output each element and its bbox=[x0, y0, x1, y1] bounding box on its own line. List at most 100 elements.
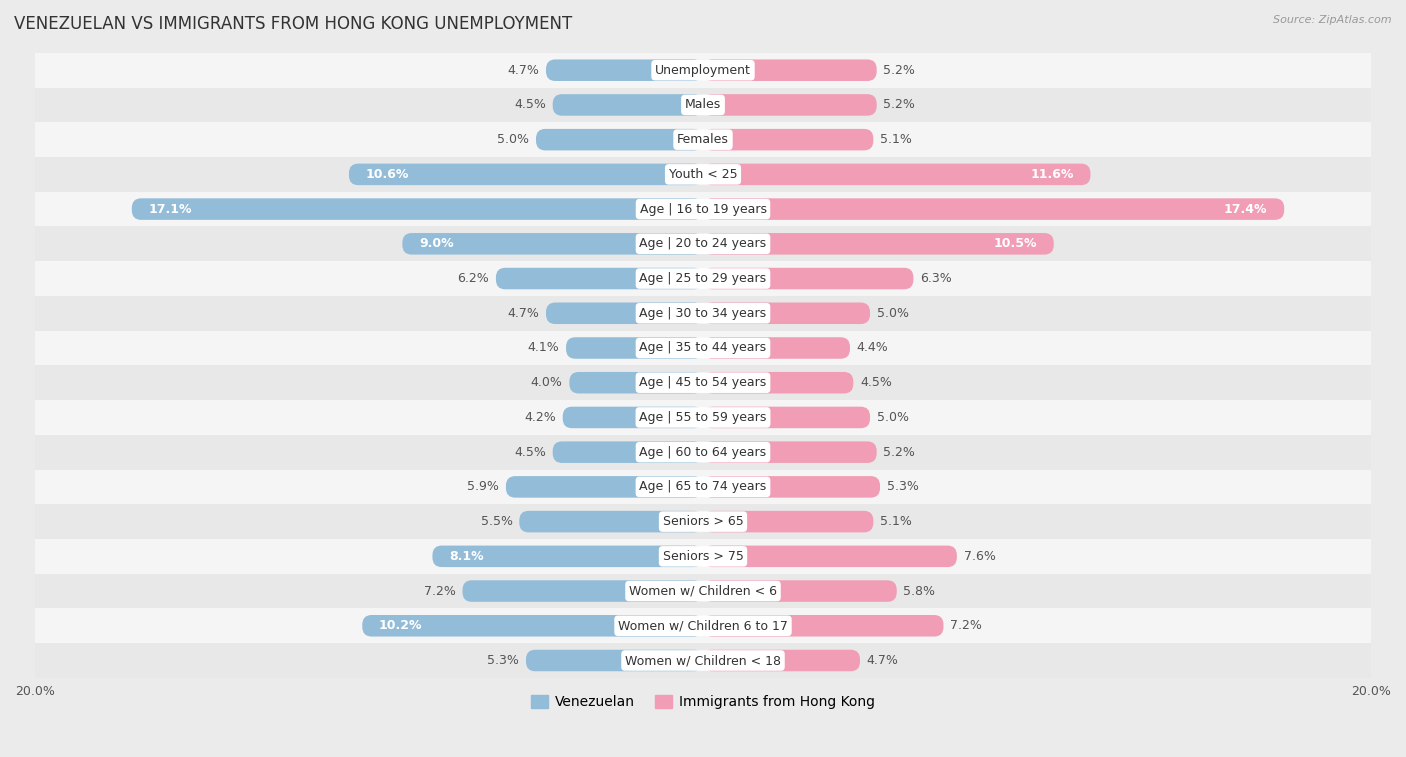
FancyBboxPatch shape bbox=[546, 303, 703, 324]
FancyBboxPatch shape bbox=[703, 233, 1053, 254]
Bar bbox=[35, 261, 1371, 296]
Text: 8.1%: 8.1% bbox=[449, 550, 484, 563]
Text: 4.1%: 4.1% bbox=[527, 341, 560, 354]
Text: 9.0%: 9.0% bbox=[419, 238, 454, 251]
Bar bbox=[35, 539, 1371, 574]
FancyBboxPatch shape bbox=[546, 60, 703, 81]
Text: Seniors > 65: Seniors > 65 bbox=[662, 515, 744, 528]
Bar bbox=[35, 157, 1371, 192]
Bar bbox=[35, 643, 1371, 678]
FancyBboxPatch shape bbox=[703, 615, 943, 637]
FancyBboxPatch shape bbox=[496, 268, 703, 289]
FancyBboxPatch shape bbox=[433, 546, 703, 567]
Text: 5.2%: 5.2% bbox=[883, 446, 915, 459]
Text: 5.5%: 5.5% bbox=[481, 515, 513, 528]
Text: VENEZUELAN VS IMMIGRANTS FROM HONG KONG UNEMPLOYMENT: VENEZUELAN VS IMMIGRANTS FROM HONG KONG … bbox=[14, 15, 572, 33]
Text: 7.2%: 7.2% bbox=[950, 619, 981, 632]
FancyBboxPatch shape bbox=[553, 441, 703, 463]
Text: 7.2%: 7.2% bbox=[425, 584, 456, 597]
FancyBboxPatch shape bbox=[536, 129, 703, 151]
FancyBboxPatch shape bbox=[703, 303, 870, 324]
Text: Age | 55 to 59 years: Age | 55 to 59 years bbox=[640, 411, 766, 424]
Text: Age | 16 to 19 years: Age | 16 to 19 years bbox=[640, 203, 766, 216]
Text: 5.3%: 5.3% bbox=[488, 654, 519, 667]
FancyBboxPatch shape bbox=[703, 164, 1091, 185]
Bar bbox=[35, 123, 1371, 157]
Text: Unemployment: Unemployment bbox=[655, 64, 751, 76]
Text: 17.1%: 17.1% bbox=[149, 203, 193, 216]
FancyBboxPatch shape bbox=[519, 511, 703, 532]
Text: 5.0%: 5.0% bbox=[877, 411, 908, 424]
FancyBboxPatch shape bbox=[703, 268, 914, 289]
FancyBboxPatch shape bbox=[703, 650, 860, 671]
Bar bbox=[35, 53, 1371, 88]
Text: 5.0%: 5.0% bbox=[498, 133, 529, 146]
Bar bbox=[35, 296, 1371, 331]
FancyBboxPatch shape bbox=[703, 94, 877, 116]
Text: 4.2%: 4.2% bbox=[524, 411, 555, 424]
Bar bbox=[35, 366, 1371, 400]
Text: 4.7%: 4.7% bbox=[508, 307, 540, 319]
Text: Women w/ Children < 18: Women w/ Children < 18 bbox=[626, 654, 780, 667]
Text: Age | 65 to 74 years: Age | 65 to 74 years bbox=[640, 481, 766, 494]
Text: 4.5%: 4.5% bbox=[515, 446, 546, 459]
FancyBboxPatch shape bbox=[703, 581, 897, 602]
Text: Age | 60 to 64 years: Age | 60 to 64 years bbox=[640, 446, 766, 459]
Text: 4.7%: 4.7% bbox=[866, 654, 898, 667]
FancyBboxPatch shape bbox=[402, 233, 703, 254]
FancyBboxPatch shape bbox=[703, 476, 880, 497]
Text: 6.2%: 6.2% bbox=[457, 272, 489, 285]
FancyBboxPatch shape bbox=[703, 511, 873, 532]
Bar bbox=[35, 226, 1371, 261]
FancyBboxPatch shape bbox=[363, 615, 703, 637]
Legend: Venezuelan, Immigrants from Hong Kong: Venezuelan, Immigrants from Hong Kong bbox=[526, 690, 880, 715]
Text: Youth < 25: Youth < 25 bbox=[669, 168, 737, 181]
Text: Age | 35 to 44 years: Age | 35 to 44 years bbox=[640, 341, 766, 354]
Bar bbox=[35, 331, 1371, 366]
Text: Age | 30 to 34 years: Age | 30 to 34 years bbox=[640, 307, 766, 319]
Text: Seniors > 75: Seniors > 75 bbox=[662, 550, 744, 563]
Bar bbox=[35, 88, 1371, 123]
Text: 4.5%: 4.5% bbox=[860, 376, 891, 389]
Text: Age | 45 to 54 years: Age | 45 to 54 years bbox=[640, 376, 766, 389]
Bar bbox=[35, 400, 1371, 435]
Text: 4.0%: 4.0% bbox=[531, 376, 562, 389]
Text: 4.5%: 4.5% bbox=[515, 98, 546, 111]
Text: 6.3%: 6.3% bbox=[920, 272, 952, 285]
FancyBboxPatch shape bbox=[703, 129, 873, 151]
Text: 5.8%: 5.8% bbox=[904, 584, 935, 597]
Bar bbox=[35, 435, 1371, 469]
FancyBboxPatch shape bbox=[703, 198, 1284, 220]
FancyBboxPatch shape bbox=[703, 407, 870, 428]
FancyBboxPatch shape bbox=[703, 337, 851, 359]
FancyBboxPatch shape bbox=[569, 372, 703, 394]
FancyBboxPatch shape bbox=[132, 198, 703, 220]
FancyBboxPatch shape bbox=[553, 94, 703, 116]
Text: Males: Males bbox=[685, 98, 721, 111]
Text: Women w/ Children 6 to 17: Women w/ Children 6 to 17 bbox=[619, 619, 787, 632]
Bar bbox=[35, 469, 1371, 504]
Bar bbox=[35, 574, 1371, 609]
Text: 10.2%: 10.2% bbox=[380, 619, 422, 632]
FancyBboxPatch shape bbox=[567, 337, 703, 359]
Text: 10.5%: 10.5% bbox=[994, 238, 1038, 251]
Text: 5.9%: 5.9% bbox=[467, 481, 499, 494]
Text: 5.3%: 5.3% bbox=[887, 481, 918, 494]
FancyBboxPatch shape bbox=[703, 60, 877, 81]
FancyBboxPatch shape bbox=[703, 372, 853, 394]
Text: 5.1%: 5.1% bbox=[880, 133, 912, 146]
FancyBboxPatch shape bbox=[349, 164, 703, 185]
Text: Age | 20 to 24 years: Age | 20 to 24 years bbox=[640, 238, 766, 251]
Text: Women w/ Children < 6: Women w/ Children < 6 bbox=[628, 584, 778, 597]
Text: 7.6%: 7.6% bbox=[963, 550, 995, 563]
Bar bbox=[35, 609, 1371, 643]
FancyBboxPatch shape bbox=[703, 441, 877, 463]
Text: Females: Females bbox=[678, 133, 728, 146]
Bar bbox=[35, 192, 1371, 226]
FancyBboxPatch shape bbox=[463, 581, 703, 602]
FancyBboxPatch shape bbox=[526, 650, 703, 671]
Text: Source: ZipAtlas.com: Source: ZipAtlas.com bbox=[1274, 15, 1392, 25]
Text: 5.0%: 5.0% bbox=[877, 307, 908, 319]
Text: 4.4%: 4.4% bbox=[856, 341, 889, 354]
Bar bbox=[35, 504, 1371, 539]
